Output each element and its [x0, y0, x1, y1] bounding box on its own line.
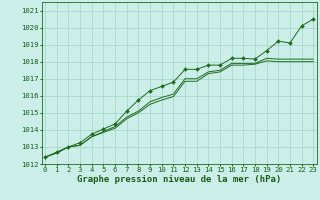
- X-axis label: Graphe pression niveau de la mer (hPa): Graphe pression niveau de la mer (hPa): [77, 175, 281, 184]
